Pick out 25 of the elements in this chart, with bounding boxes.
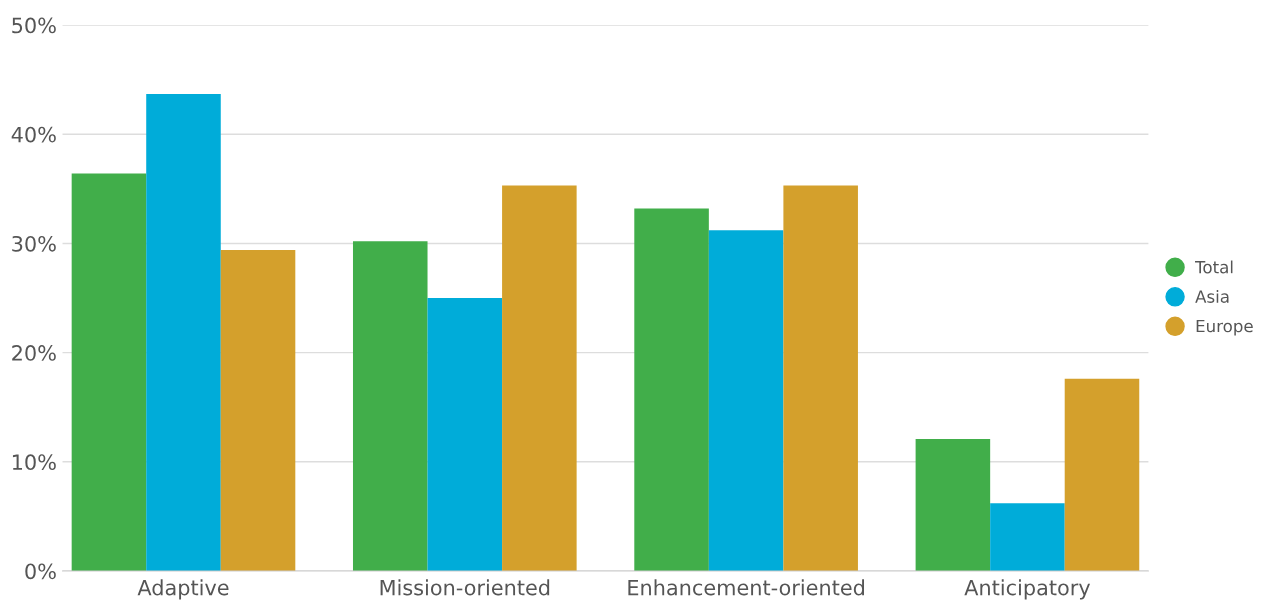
x-tick-label: Adaptive bbox=[137, 579, 229, 600]
bar bbox=[502, 185, 577, 571]
y-tick-label: 50% bbox=[12, 17, 56, 34]
x-tick-label: Anticipatory bbox=[964, 579, 1091, 600]
y-tick-label: 20% bbox=[12, 345, 56, 361]
y-tick-label: 10% bbox=[12, 454, 56, 471]
legend-label: Total bbox=[1195, 260, 1233, 274]
bar bbox=[427, 298, 503, 571]
bar bbox=[708, 230, 784, 571]
bar bbox=[990, 503, 1065, 571]
bar bbox=[71, 173, 147, 571]
bar bbox=[915, 438, 991, 571]
legend-label: Asia bbox=[1195, 289, 1229, 303]
y-tick-label: 30% bbox=[12, 235, 56, 252]
legend-label: Europe bbox=[1196, 319, 1253, 336]
x-tick-label: Mission-oriented bbox=[380, 579, 550, 596]
bar bbox=[352, 241, 428, 571]
bar bbox=[634, 208, 709, 571]
bar bbox=[1064, 378, 1140, 571]
x-tick-label: Enhancement-oriented bbox=[628, 579, 864, 596]
y-tick-label: 0% bbox=[25, 563, 56, 580]
bar bbox=[146, 93, 221, 571]
bar bbox=[220, 250, 296, 571]
y-tick-label: 40% bbox=[11, 126, 56, 143]
bar bbox=[783, 185, 858, 571]
